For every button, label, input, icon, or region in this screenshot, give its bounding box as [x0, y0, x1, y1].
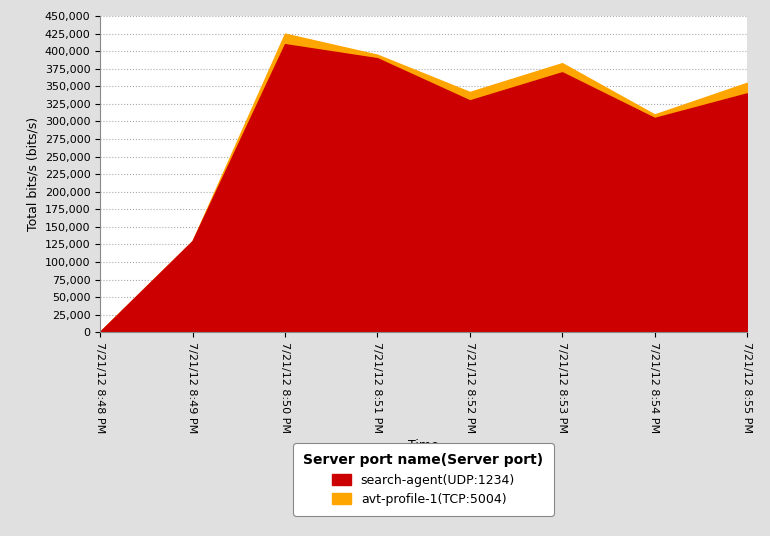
X-axis label: Time: Time [408, 439, 439, 452]
Legend: search-agent(UDP:1234), avt-profile-1(TCP:5004): search-agent(UDP:1234), avt-profile-1(TC… [293, 443, 554, 516]
Y-axis label: Total bits/s (bits/s): Total bits/s (bits/s) [26, 117, 39, 231]
